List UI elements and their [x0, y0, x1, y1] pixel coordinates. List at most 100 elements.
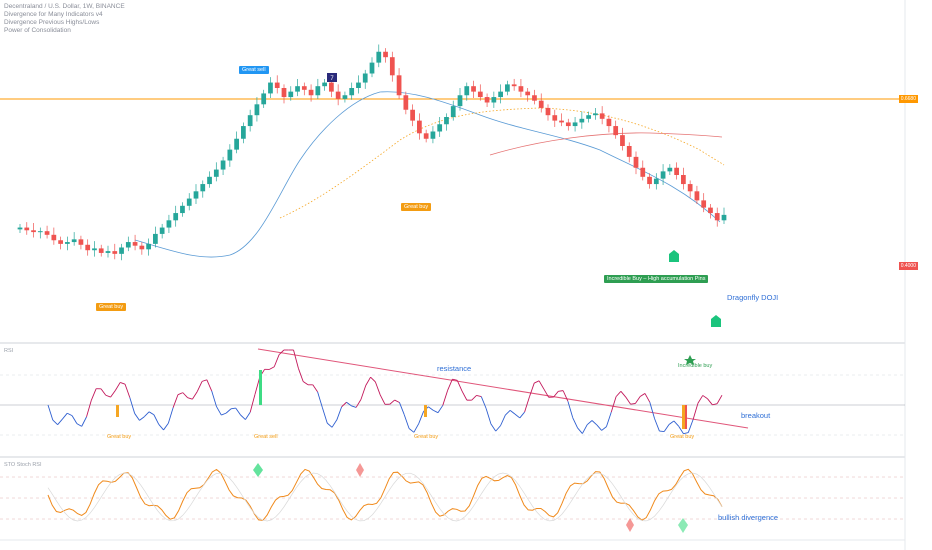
- candle-body[interactable]: [538, 100, 544, 108]
- candle-body[interactable]: [613, 126, 619, 136]
- candle-body[interactable]: [389, 57, 395, 76]
- candle-body[interactable]: [498, 91, 503, 98]
- candle-body[interactable]: [254, 104, 260, 116]
- candle-body[interactable]: [477, 91, 483, 98]
- candle-body[interactable]: [369, 62, 375, 74]
- candle-body[interactable]: [532, 95, 537, 101]
- candle-body[interactable]: [247, 115, 253, 127]
- candle-body[interactable]: [376, 51, 382, 63]
- candle-body[interactable]: [626, 146, 632, 157]
- candle-body[interactable]: [274, 82, 280, 88]
- candle-body[interactable]: [383, 51, 388, 58]
- candle-body[interactable]: [708, 207, 713, 214]
- candle-body[interactable]: [193, 191, 199, 199]
- candle-body[interactable]: [410, 109, 415, 121]
- great-buy-callout-left[interactable]: Great buy: [96, 303, 127, 311]
- candle-body[interactable]: [261, 93, 267, 105]
- legend-symbol[interactable]: Decentraland / U.S. Dollar, 1W, BINANCE: [4, 3, 125, 10]
- candle-body[interactable]: [58, 240, 63, 244]
- candle-body[interactable]: [220, 160, 226, 170]
- candle-body[interactable]: [606, 118, 612, 127]
- candle-body[interactable]: [505, 84, 510, 92]
- candle-body[interactable]: [518, 86, 524, 92]
- buy-marker-lower[interactable]: [711, 315, 721, 327]
- candle-body[interactable]: [153, 233, 158, 244]
- candle-body[interactable]: [301, 86, 307, 90]
- candle-body[interactable]: [78, 239, 84, 245]
- candle-body[interactable]: [450, 106, 456, 117]
- candle-body[interactable]: [24, 227, 30, 231]
- candle-body[interactable]: [579, 118, 585, 123]
- candle-body[interactable]: [356, 82, 361, 88]
- candle-body[interactable]: [714, 213, 720, 221]
- candle-body[interactable]: [660, 171, 666, 179]
- candle-body[interactable]: [667, 167, 673, 172]
- candle-body[interactable]: [565, 122, 571, 127]
- candle-body[interactable]: [647, 176, 652, 185]
- legend-indicator-2[interactable]: Divergence Previous Highs/Lows: [4, 19, 100, 26]
- stoch-rsi-k-line[interactable]: [47, 468, 723, 521]
- candle-body[interactable]: [674, 167, 679, 175]
- candle-body[interactable]: [559, 120, 564, 123]
- great-sell-callout[interactable]: Great sell: [239, 66, 269, 74]
- candlestick-series[interactable]: [17, 44, 727, 261]
- candle-body[interactable]: [511, 84, 517, 87]
- candle-body[interactable]: [132, 242, 138, 246]
- candle-body[interactable]: [701, 200, 707, 208]
- candle-body[interactable]: [721, 214, 727, 221]
- candle-body[interactable]: [633, 156, 639, 168]
- candle-body[interactable]: [457, 95, 463, 107]
- candle-body[interactable]: [112, 251, 118, 254]
- candle-body[interactable]: [423, 133, 429, 139]
- rsi-resistance-trendline[interactable]: [257, 348, 749, 429]
- candle-body[interactable]: [484, 97, 490, 103]
- candle-body[interactable]: [281, 88, 287, 98]
- candle-body[interactable]: [593, 113, 598, 116]
- candle-body[interactable]: [599, 113, 605, 119]
- candle-body[interactable]: [98, 248, 104, 253]
- candle-body[interactable]: [396, 75, 402, 96]
- candle-body[interactable]: [572, 122, 578, 127]
- candle-body[interactable]: [17, 227, 23, 230]
- candle-body[interactable]: [295, 86, 300, 92]
- candle-body[interactable]: [119, 247, 124, 254]
- candle-body[interactable]: [159, 227, 165, 234]
- great-buy-callout-mid[interactable]: Great buy: [401, 203, 432, 211]
- candle-body[interactable]: [653, 178, 659, 185]
- candle-body[interactable]: [471, 86, 476, 92]
- candle-body[interactable]: [146, 243, 151, 250]
- candle-body[interactable]: [268, 82, 273, 94]
- candle-body[interactable]: [362, 73, 368, 83]
- candle-body[interactable]: [173, 213, 179, 221]
- candle-body[interactable]: [444, 117, 449, 125]
- candle-body[interactable]: [44, 231, 50, 235]
- candle-body[interactable]: [681, 175, 686, 185]
- moving-average-blue[interactable]: [134, 91, 721, 258]
- candle-body[interactable]: [180, 205, 185, 214]
- candle-body[interactable]: [552, 115, 558, 121]
- candle-body[interactable]: [430, 131, 436, 139]
- candle-body[interactable]: [105, 251, 111, 253]
- candle-body[interactable]: [213, 169, 219, 177]
- candle-body[interactable]: [464, 86, 470, 96]
- candle-body[interactable]: [620, 135, 625, 146]
- candle-body[interactable]: [545, 107, 551, 116]
- candle-body[interactable]: [640, 167, 646, 177]
- candle-body[interactable]: [329, 82, 334, 92]
- candle-body[interactable]: [437, 124, 443, 132]
- candle-body[interactable]: [322, 82, 327, 87]
- buy-marker-upper[interactable]: [669, 250, 679, 262]
- incredible-buy-callout[interactable]: Incredible Buy – High accumulation Pins: [604, 275, 709, 283]
- candle-body[interactable]: [288, 91, 294, 98]
- candle-body[interactable]: [335, 91, 341, 99]
- candle-body[interactable]: [207, 176, 212, 185]
- candle-body[interactable]: [31, 230, 36, 233]
- moving-average-orange-dotted[interactable]: [279, 107, 725, 219]
- candle-body[interactable]: [241, 126, 246, 139]
- candle-body[interactable]: [166, 220, 172, 228]
- candle-body[interactable]: [687, 184, 693, 192]
- candle-body[interactable]: [227, 149, 233, 161]
- candle-body[interactable]: [186, 198, 192, 206]
- candle-body[interactable]: [315, 86, 321, 96]
